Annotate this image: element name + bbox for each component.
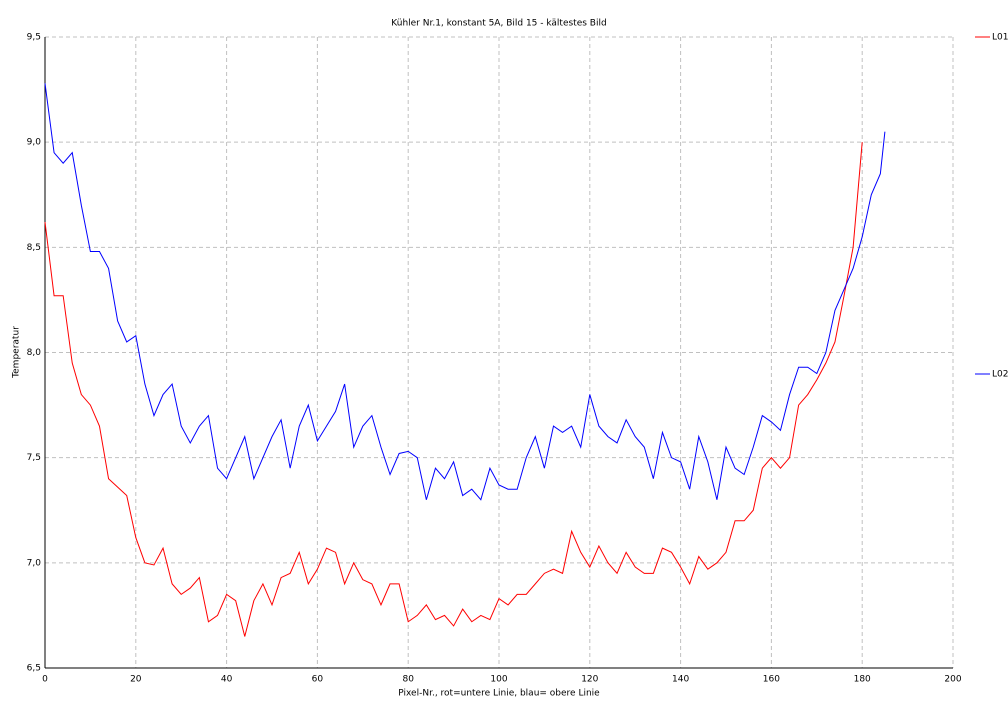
- x-tick-label: 200: [944, 675, 961, 685]
- y-tick-label: 9,0: [27, 138, 42, 148]
- x-tick-label: 20: [130, 675, 142, 685]
- data-line: [44, 83, 886, 501]
- y-tick-label: 7,0: [27, 558, 42, 568]
- x-tick-label: 180: [854, 675, 871, 685]
- x-tick-label: 80: [402, 675, 414, 685]
- x-tick-label: 160: [763, 675, 780, 685]
- data-line: [44, 142, 863, 637]
- y-tick-label: 6,5: [27, 664, 41, 674]
- x-tick-label: 100: [490, 675, 507, 685]
- y-tick-label: 7,5: [27, 453, 41, 463]
- x-tick-label: 40: [221, 675, 233, 685]
- x-axis-label: Pixel-Nr., rot=untere Linie, blau= obere…: [398, 689, 600, 699]
- legend-label: L02: [992, 370, 1008, 380]
- y-tick-label: 8,0: [27, 348, 42, 358]
- x-tick-label: 120: [581, 675, 598, 685]
- x-tick-label: 60: [312, 675, 324, 685]
- legend-label: L01: [992, 33, 1008, 43]
- y-tick-label: 9,5: [27, 33, 41, 43]
- y-axis-label: Temperatur: [12, 326, 22, 379]
- y-tick-label: 8,5: [27, 243, 41, 253]
- x-tick-label: 140: [672, 675, 689, 685]
- chart-title: Kühler Nr.1, konstant 5A, Bild 15 - kält…: [391, 19, 606, 29]
- x-tick-label: 0: [42, 675, 48, 685]
